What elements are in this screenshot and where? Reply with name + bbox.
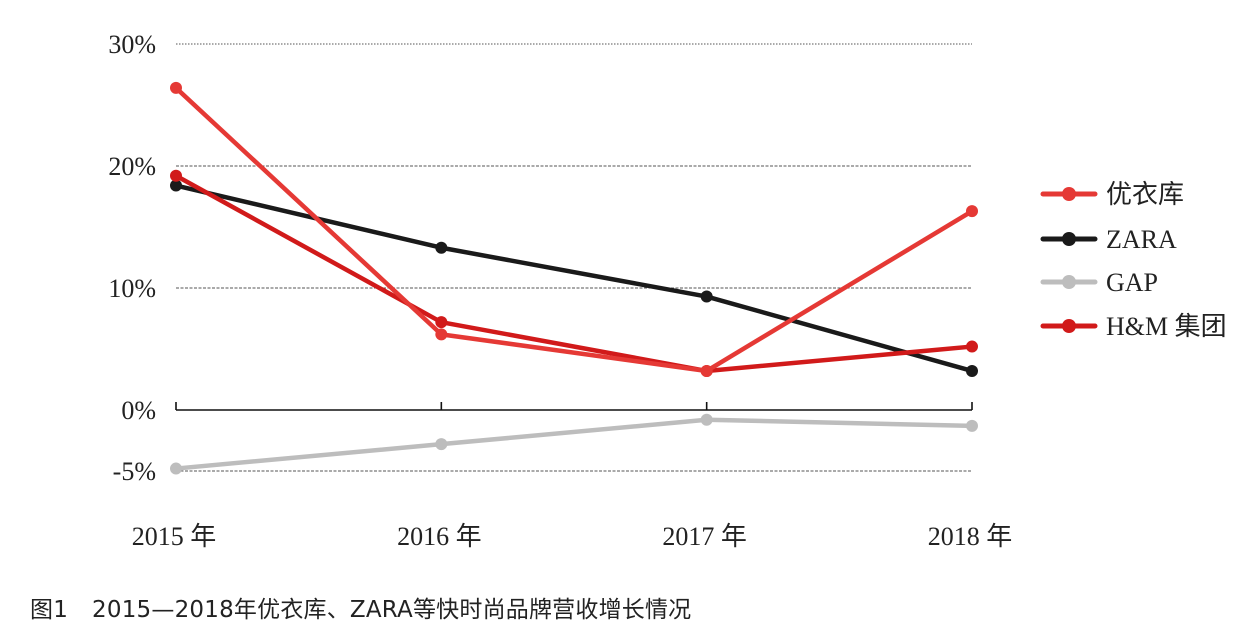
series-: [170, 81, 978, 377]
x-axis: [175, 402, 973, 411]
legend-dot-icon: [1062, 275, 1076, 289]
y-tick-label: 30%: [108, 30, 156, 59]
series-line: [173, 183, 975, 374]
data-point: [435, 316, 448, 329]
legend-dot-icon: [1062, 187, 1076, 201]
legend-dot-icon: [1062, 319, 1076, 333]
legend-item: ZARA: [1040, 225, 1177, 254]
x-axis-tick-labels: 2015 年 2016 年 2017 年 2018 年: [132, 522, 1013, 551]
legend-item: 优衣库: [1040, 180, 1184, 209]
y-axis-tick-labels: 30% 20% 10% 0% -5%: [108, 30, 156, 486]
legend-dot-icon: [1062, 232, 1076, 246]
legend-item: H&M 集团: [1040, 312, 1227, 341]
series-line: [173, 417, 975, 471]
data-point: [966, 205, 978, 218]
data-point: [700, 413, 713, 426]
data-point: [435, 328, 448, 341]
series-zara: [170, 179, 978, 377]
data-point: [435, 438, 448, 451]
figure-caption: 图1 2015—2018年优衣库、ZARA等快时尚品牌营收增长情况: [30, 590, 691, 624]
legend-label: GAP: [1106, 268, 1158, 297]
data-point: [170, 462, 182, 475]
legend-label: H&M 集团: [1106, 312, 1227, 341]
data-point: [966, 364, 978, 377]
data-point: [700, 290, 713, 303]
legend: 优衣库 ZARA GAP H&M 集团: [1040, 180, 1227, 341]
legend-label: 优衣库: [1106, 180, 1184, 209]
x-tick-label: 2017 年: [662, 522, 747, 551]
data-point: [966, 340, 978, 353]
series-line: [173, 85, 975, 374]
series-line: [173, 173, 975, 374]
gridlines: [176, 43, 972, 472]
x-tick-label: 2018 年: [928, 522, 1013, 551]
data-point: [700, 364, 713, 377]
legend-label: ZARA: [1106, 225, 1177, 254]
data-point: [435, 241, 448, 254]
data-point: [170, 179, 182, 192]
series-lines: [170, 81, 978, 475]
data-point: [170, 81, 182, 94]
x-tick-label: 2016 年: [397, 522, 482, 551]
data-point: [966, 419, 978, 432]
x-tick-label: 2015 年: [132, 522, 217, 551]
y-tick-label: -5%: [113, 457, 156, 486]
y-tick-label: 20%: [108, 152, 156, 181]
figure-number: 图1: [30, 597, 69, 623]
y-tick-label: 0%: [121, 396, 156, 425]
data-point: [170, 169, 182, 182]
series-gap: [170, 413, 978, 475]
caption-text: 2015—2018年优衣库、ZARA等快时尚品牌营收增长情况: [92, 597, 692, 623]
y-tick-label: 10%: [108, 274, 156, 303]
legend-item: GAP: [1040, 268, 1158, 297]
